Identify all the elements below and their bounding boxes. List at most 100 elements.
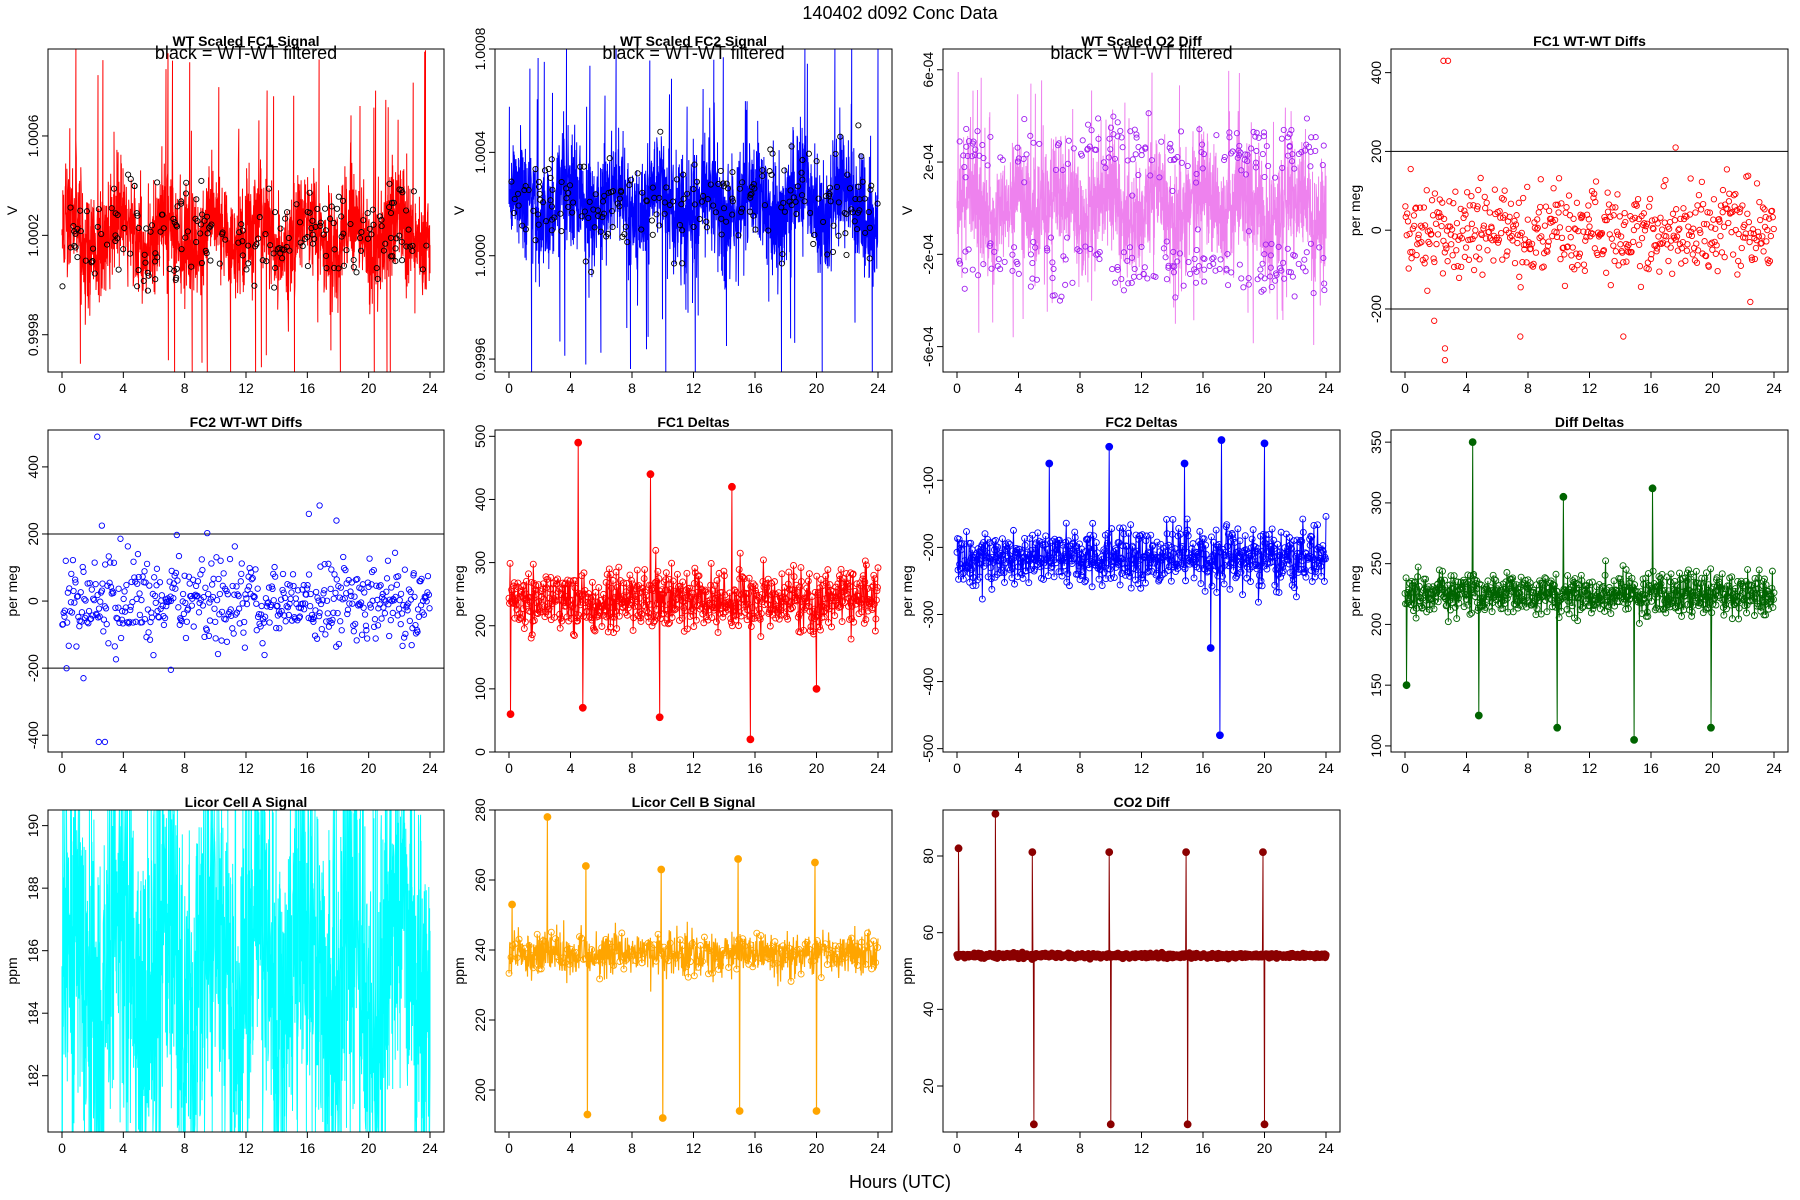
series-point [549, 946, 557, 954]
series-point [1569, 244, 1576, 251]
series-point [606, 623, 614, 631]
series-point [1526, 579, 1534, 587]
series-point [829, 248, 837, 256]
series-point [1403, 232, 1410, 239]
series-point [182, 634, 190, 642]
series-point [67, 204, 74, 211]
series-point [872, 596, 880, 604]
series-point [659, 590, 667, 598]
series-point [1433, 240, 1440, 248]
series-point [313, 635, 321, 642]
series-point [1245, 281, 1252, 288]
series-point [1086, 564, 1093, 572]
series-point [395, 573, 402, 580]
series-point [1653, 582, 1661, 590]
series-point [797, 564, 805, 572]
series-point [1708, 239, 1716, 246]
series-point [1561, 593, 1569, 601]
series-point [1500, 196, 1507, 203]
series-point [1574, 617, 1582, 625]
series-point [723, 218, 730, 225]
series-point [238, 560, 245, 567]
series-point [1530, 586, 1538, 594]
series-point [1749, 597, 1757, 604]
series-point [1261, 173, 1268, 181]
series-point [874, 583, 881, 591]
series-point [1628, 574, 1636, 582]
series-point [292, 595, 299, 602]
series-point [1767, 595, 1775, 603]
series-point [1209, 255, 1216, 262]
series-point [1234, 525, 1242, 533]
series-point [811, 231, 818, 238]
series-point [987, 575, 995, 583]
series-point [331, 571, 338, 578]
series-point [586, 198, 593, 205]
series-point [595, 584, 603, 591]
series-point [1478, 231, 1485, 239]
series-point [1721, 253, 1728, 261]
series-point [1691, 597, 1699, 605]
series-point [1238, 559, 1245, 566]
series-point [293, 201, 300, 208]
series-point [1093, 146, 1100, 153]
series-point [1219, 572, 1226, 580]
series-point [1640, 580, 1648, 588]
series-point [1716, 218, 1723, 225]
series-point [1106, 135, 1113, 142]
series-point [815, 623, 823, 631]
series-point [998, 535, 1006, 543]
series-point [1001, 258, 1008, 265]
series-point [1690, 573, 1698, 581]
series-point [1732, 226, 1739, 234]
series-point [1013, 258, 1020, 265]
series-point [1640, 210, 1647, 217]
series-point [700, 192, 707, 200]
series-point [1421, 260, 1428, 267]
series-point [1599, 250, 1606, 258]
series-point [244, 586, 251, 594]
y-tick-label: 260 [472, 868, 488, 892]
x-tick-label: 4 [1463, 380, 1471, 396]
series-point [668, 559, 676, 567]
series-point [708, 614, 716, 622]
x-tick-label: 4 [567, 380, 575, 396]
series-point [1533, 605, 1541, 613]
outlier-point [1431, 317, 1438, 324]
series-point [1536, 234, 1543, 242]
series-point [240, 629, 247, 636]
series-point [1004, 552, 1012, 560]
x-tick-label: 16 [300, 380, 316, 396]
series-point [826, 192, 833, 200]
series-point [178, 198, 185, 205]
series-point [1095, 575, 1103, 583]
series-point [123, 581, 130, 589]
series-point [138, 596, 145, 604]
series-point [235, 605, 243, 612]
series-point [1194, 226, 1201, 233]
series-point [516, 610, 524, 618]
series-point [1499, 256, 1506, 263]
series-point [1453, 220, 1461, 227]
series-point [1257, 266, 1264, 273]
series-point [657, 615, 664, 623]
series-point [1472, 227, 1479, 234]
series-point [1466, 202, 1473, 209]
series-point [1614, 191, 1621, 198]
series-point [668, 614, 676, 621]
series-line [508, 49, 879, 372]
series-point [1025, 579, 1033, 587]
series-point [554, 575, 562, 583]
spike-point [508, 900, 516, 909]
spike-point [1707, 723, 1715, 732]
series-point [199, 602, 207, 609]
series-point [529, 560, 537, 568]
series-point [1316, 244, 1323, 251]
series-point [842, 579, 850, 587]
series-point [1766, 257, 1774, 265]
series-point [1110, 113, 1117, 120]
series-point [303, 591, 310, 598]
series-point [64, 589, 72, 596]
series-point [1654, 220, 1661, 227]
